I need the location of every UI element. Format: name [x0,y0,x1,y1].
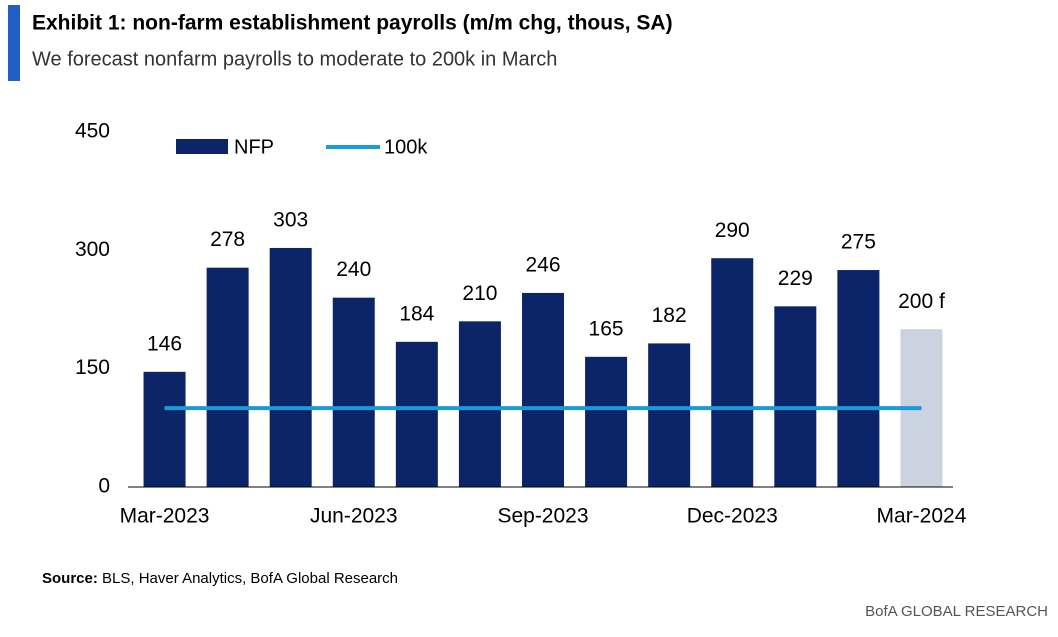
value-label: 240 [336,258,371,281]
bar [458,321,501,487]
bar [774,306,817,487]
bar [648,343,691,487]
legend-swatch [176,139,228,154]
value-label: 146 [147,332,182,355]
value-label: 184 [399,302,434,325]
source: Source: BLS, Haver Analytics, BofA Globa… [42,570,398,587]
bar [332,297,375,487]
value-label: 210 [462,282,497,305]
value-label: 229 [778,267,813,290]
footer: BofA GLOBAL RESEARCH [865,603,1048,620]
source-text: BLS, Haver Analytics, BofA Global Resear… [102,570,398,587]
x-tick-label: Dec-2023 [687,505,778,528]
bar [837,270,880,487]
value-label: 275 [841,231,876,254]
chart-title: Exhibit 1: non-farm establishment payrol… [32,12,673,35]
y-tick-label: 300 [75,238,110,261]
legend-label: 100k [384,136,428,158]
y-tick-label: 450 [75,120,110,143]
value-label: 303 [273,209,308,232]
chart-subtitle: We forecast nonfarm payrolls to moderate… [32,48,557,70]
x-tick-label: Mar-2024 [877,505,967,528]
bar [395,341,438,487]
value-label: 246 [525,253,560,276]
legend-label: NFP [234,136,274,158]
x-tick-label: Sep-2023 [497,505,588,528]
y-tick-label: 150 [75,356,110,379]
bar [522,292,564,487]
bar [711,258,754,487]
bar [269,247,312,487]
y-tick-label: 0 [98,475,110,498]
bar [206,267,249,487]
value-label: 165 [589,317,624,340]
value-label: 290 [715,219,750,242]
value-label: 182 [652,304,687,327]
bar [585,356,628,487]
value-label: 200 f [898,290,945,313]
source-label: Source: [42,570,98,587]
x-tick-label: Jun-2023 [310,505,398,528]
x-tick-label: Mar-2023 [120,505,210,528]
title-accent [8,5,20,81]
bar [143,371,186,487]
value-label: 278 [210,228,245,251]
